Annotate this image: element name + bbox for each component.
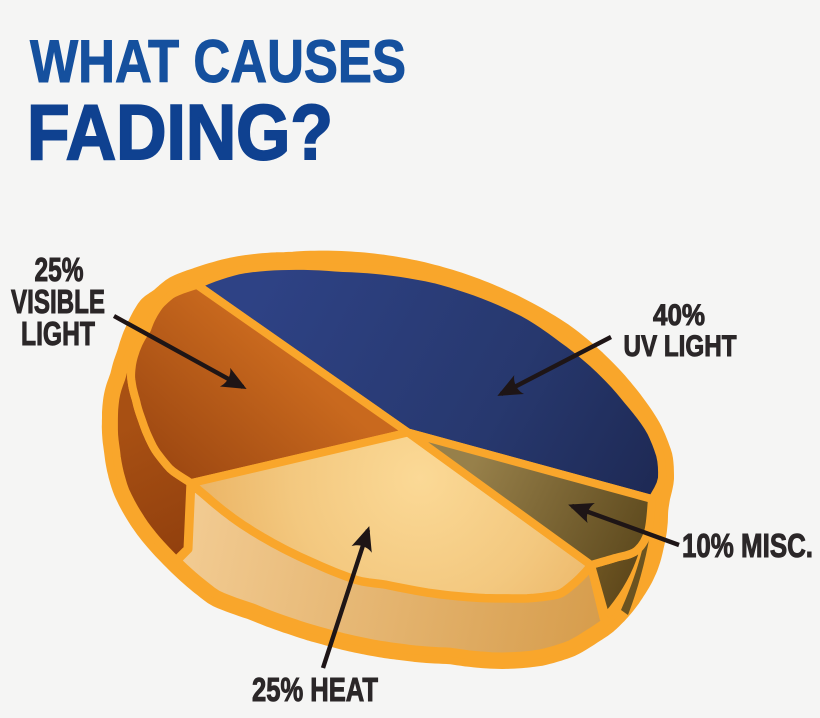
svg-text:25%: 25%	[35, 251, 84, 288]
svg-text:VISIBLE: VISIBLE	[11, 283, 105, 320]
svg-text:25% HEAT: 25% HEAT	[252, 671, 378, 708]
svg-text:WHAT CAUSES: WHAT CAUSES	[30, 28, 406, 95]
svg-text:UV LIGHT: UV LIGHT	[624, 330, 737, 363]
svg-text:LIGHT: LIGHT	[21, 315, 95, 352]
svg-text:40%: 40%	[653, 299, 705, 332]
svg-text:10% MISC.: 10% MISC.	[682, 527, 813, 564]
svg-text:FADING?: FADING?	[27, 88, 333, 176]
